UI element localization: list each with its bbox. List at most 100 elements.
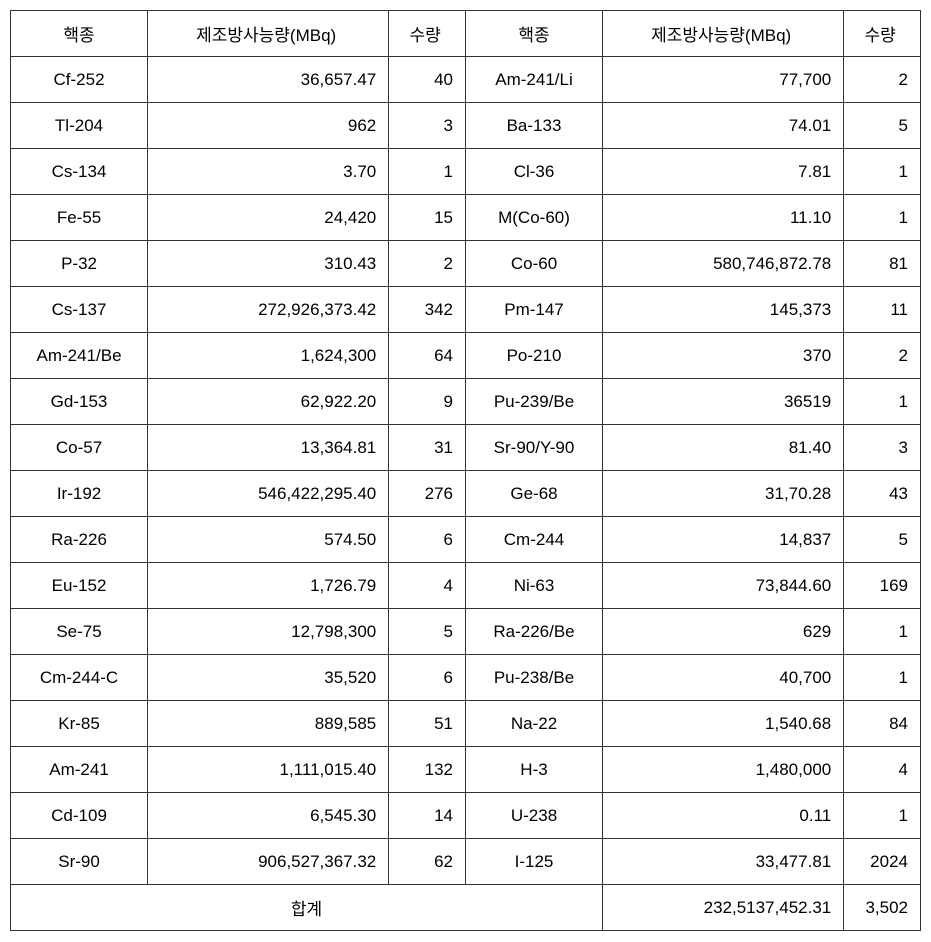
activity-cell: 1,624,300	[148, 333, 389, 379]
table-row: Kr-85889,58551Na-221,540.6884	[11, 701, 921, 747]
nuclide-cell: Cm-244	[465, 517, 602, 563]
nuclide-cell: Fe-55	[11, 195, 148, 241]
activity-cell: 13,364.81	[148, 425, 389, 471]
quantity-cell: 342	[389, 287, 466, 333]
nuclide-cell: Am-241/Be	[11, 333, 148, 379]
activity-cell: 14,837	[603, 517, 844, 563]
activity-cell: 1,726.79	[148, 563, 389, 609]
activity-cell: 33,477.81	[603, 839, 844, 885]
activity-cell: 12,798,300	[148, 609, 389, 655]
nuclide-cell: Eu-152	[11, 563, 148, 609]
quantity-cell: 1	[389, 149, 466, 195]
quantity-cell: 6	[389, 655, 466, 701]
nuclide-cell: Cl-36	[465, 149, 602, 195]
quantity-cell: 132	[389, 747, 466, 793]
table-row: Cm-244-C35,5206Pu-238/Be40,7001	[11, 655, 921, 701]
activity-cell: 7.81	[603, 149, 844, 195]
nuclide-cell: Po-210	[465, 333, 602, 379]
table-row: Cs-137272,926,373.42342Pm-147145,37311	[11, 287, 921, 333]
activity-cell: 370	[603, 333, 844, 379]
nuclide-cell: Tl-204	[11, 103, 148, 149]
quantity-cell: 4	[844, 747, 921, 793]
header-nuclide-2: 핵종	[465, 11, 602, 57]
activity-cell: 546,422,295.40	[148, 471, 389, 517]
quantity-cell: 4	[389, 563, 466, 609]
quantity-cell: 43	[844, 471, 921, 517]
nuclide-cell: M(Co-60)	[465, 195, 602, 241]
quantity-cell: 1	[844, 609, 921, 655]
nuclide-cell: Co-60	[465, 241, 602, 287]
nuclide-cell: Cm-244-C	[11, 655, 148, 701]
table-row: Gd-15362,922.209Pu-239/Be365191	[11, 379, 921, 425]
activity-cell: 1,540.68	[603, 701, 844, 747]
quantity-cell: 276	[389, 471, 466, 517]
table-row: Ir-192546,422,295.40276Ge-6831,70.2843	[11, 471, 921, 517]
nuclide-cell: I-125	[465, 839, 602, 885]
nuclide-cell: Na-22	[465, 701, 602, 747]
nuclide-cell: Ra-226	[11, 517, 148, 563]
table-row: Eu-1521,726.794Ni-6373,844.60169	[11, 563, 921, 609]
activity-cell: 77,700	[603, 57, 844, 103]
activity-cell: 889,585	[148, 701, 389, 747]
table-row: Fe-5524,42015M(Co-60)11.101	[11, 195, 921, 241]
table-row: Ra-226574.506Cm-24414,8375	[11, 517, 921, 563]
total-activity: 232,5137,452.31	[603, 885, 844, 931]
activity-cell: 35,520	[148, 655, 389, 701]
quantity-cell: 2	[844, 333, 921, 379]
table-row: Am-241/Be1,624,30064Po-2103702	[11, 333, 921, 379]
quantity-cell: 11	[844, 287, 921, 333]
header-quantity-2: 수량	[844, 11, 921, 57]
table-row: P-32310.432Co-60580,746,872.7881	[11, 241, 921, 287]
activity-cell: 81.40	[603, 425, 844, 471]
activity-cell: 36519	[603, 379, 844, 425]
quantity-cell: 2024	[844, 839, 921, 885]
table-row: Tl-2049623Ba-13374.015	[11, 103, 921, 149]
nuclide-cell: Ni-63	[465, 563, 602, 609]
table-row: Cs-1343.701Cl-367.811	[11, 149, 921, 195]
table-row: Sr-90906,527,367.3262I-12533,477.812024	[11, 839, 921, 885]
table-body: Cf-25236,657.4740Am-241/Li77,7002Tl-2049…	[11, 57, 921, 885]
table-row: Co-5713,364.8131Sr-90/Y-9081.403	[11, 425, 921, 471]
table-row: Cd-1096,545.3014U-2380.111	[11, 793, 921, 839]
quantity-cell: 15	[389, 195, 466, 241]
quantity-cell: 2	[389, 241, 466, 287]
quantity-cell: 14	[389, 793, 466, 839]
quantity-cell: 6	[389, 517, 466, 563]
nuclide-cell: Co-57	[11, 425, 148, 471]
quantity-cell: 5	[844, 103, 921, 149]
activity-cell: 1,111,015.40	[148, 747, 389, 793]
header-quantity-1: 수량	[389, 11, 466, 57]
quantity-cell: 40	[389, 57, 466, 103]
quantity-cell: 9	[389, 379, 466, 425]
activity-cell: 24,420	[148, 195, 389, 241]
nuclide-cell: Se-75	[11, 609, 148, 655]
quantity-cell: 81	[844, 241, 921, 287]
nuclide-cell: Cs-134	[11, 149, 148, 195]
table-header-row: 핵종 제조방사능량(MBq) 수량 핵종 제조방사능량(MBq) 수량	[11, 11, 921, 57]
activity-cell: 40,700	[603, 655, 844, 701]
quantity-cell: 5	[844, 517, 921, 563]
activity-cell: 11.10	[603, 195, 844, 241]
nuclide-cell: Pu-239/Be	[465, 379, 602, 425]
quantity-cell: 1	[844, 793, 921, 839]
nuclide-cell: Ir-192	[11, 471, 148, 517]
activity-cell: 272,926,373.42	[148, 287, 389, 333]
activity-cell: 31,70.28	[603, 471, 844, 517]
quantity-cell: 5	[389, 609, 466, 655]
nuclide-cell: Sr-90	[11, 839, 148, 885]
table-row: Se-7512,798,3005Ra-226/Be6291	[11, 609, 921, 655]
activity-cell: 574.50	[148, 517, 389, 563]
table-total-row: 합계 232,5137,452.31 3,502	[11, 885, 921, 931]
quantity-cell: 1	[844, 379, 921, 425]
quantity-cell: 3	[844, 425, 921, 471]
quantity-cell: 64	[389, 333, 466, 379]
quantity-cell: 84	[844, 701, 921, 747]
activity-cell: 3.70	[148, 149, 389, 195]
nuclide-cell: Am-241/Li	[465, 57, 602, 103]
nuclide-cell: P-32	[11, 241, 148, 287]
nuclide-cell: Kr-85	[11, 701, 148, 747]
table-row: Am-2411,111,015.40132H-31,480,0004	[11, 747, 921, 793]
total-quantity: 3,502	[844, 885, 921, 931]
nuclide-cell: Am-241	[11, 747, 148, 793]
table-row: Cf-25236,657.4740Am-241/Li77,7002	[11, 57, 921, 103]
